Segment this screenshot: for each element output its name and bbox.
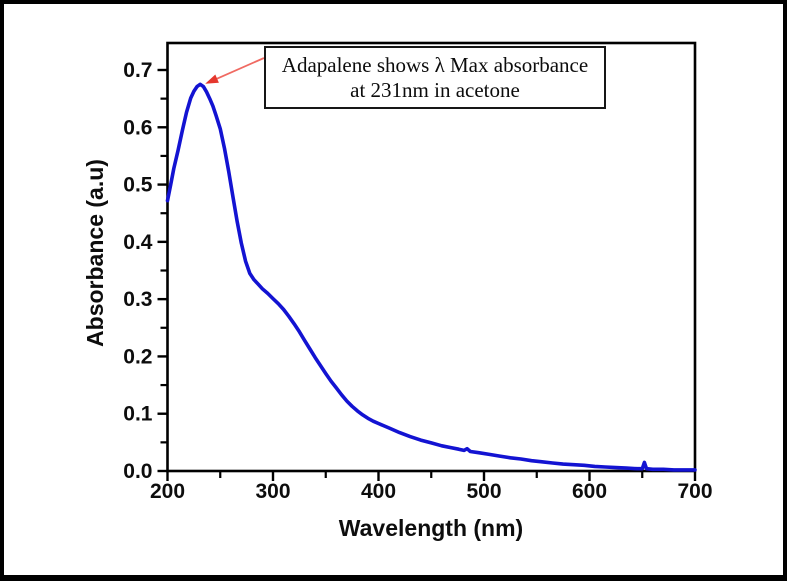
x-tick-label: 700 (677, 480, 712, 503)
annotation-box: Adapalene shows λ Max absorbance at 231n… (264, 46, 606, 109)
annotation-line-2: at 231nm in acetone (350, 77, 520, 102)
y-tick-label: 0.2 (123, 345, 152, 368)
y-tick-label: 0.6 (123, 116, 152, 139)
x-tick-label: 400 (361, 480, 396, 503)
y-axis-title: Absorbance (a.u) (82, 159, 108, 347)
y-tick-label: 0.1 (123, 403, 153, 426)
annotation-arrow-line (214, 57, 265, 81)
y-tick-label: 0.0 (123, 460, 152, 483)
x-tick-label: 200 (150, 480, 185, 503)
annotation-line-1: Adapalene shows λ Max absorbance (281, 52, 589, 77)
plot-generated-layer: 0.0 0.1 0.2 0.3 0.4 0.5 0.6 0.7 200 300 400 500 600 7… (123, 41, 713, 503)
y-tick-label: 0.7 (123, 59, 152, 82)
spectrum-curve (165, 82, 697, 472)
x-tick-label: 300 (255, 480, 290, 503)
plot-frame (166, 41, 697, 473)
x-tick-label: 600 (572, 480, 607, 503)
annotation-arrow-head (205, 74, 219, 84)
x-tick-label: 500 (466, 480, 501, 503)
y-tick-label: 0.3 (123, 288, 152, 311)
y-tick-label: 0.5 (123, 174, 153, 197)
x-axis-title: Wavelength (nm) (339, 515, 523, 541)
y-tick-label: 0.4 (123, 231, 153, 254)
